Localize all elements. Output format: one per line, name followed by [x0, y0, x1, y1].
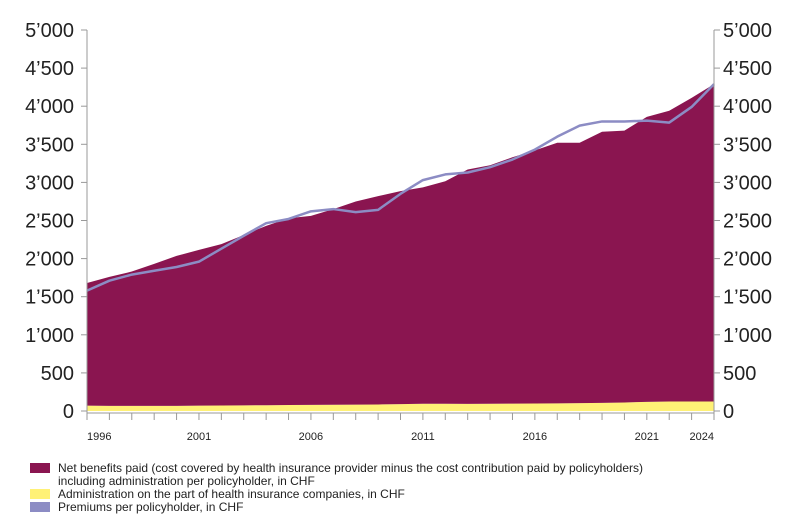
y-tick-label-left: 500 [41, 363, 74, 385]
y-tick-label-right: 0 [723, 401, 734, 423]
legend-label: Net benefits paid (cost covered by healt… [58, 461, 643, 488]
y-tick-label-right: 2’500 [723, 211, 772, 233]
y-tick-label-right: 4’500 [723, 58, 772, 80]
legend-item-premiums: Premiums per policyholder, in CHF [30, 501, 643, 514]
y-tick-label-right: 500 [723, 363, 756, 385]
legend-swatch [30, 489, 50, 499]
legend-label: Premiums per policyholder, in CHF [58, 500, 244, 514]
legend-item-administration: Administration on the part of health ins… [30, 488, 643, 501]
y-tick-label-left: 1’500 [25, 287, 74, 309]
x-tick-label: 2006 [299, 431, 323, 443]
y-tick-label-left: 3’500 [25, 134, 74, 156]
x-tick-label: 2001 [187, 431, 211, 443]
y-tick-label-right: 4’000 [723, 96, 772, 118]
x-tick-label: 1996 [87, 431, 111, 443]
y-tick-label-left: 5’000 [25, 20, 74, 42]
y-tick-label-left: 0 [63, 401, 74, 423]
legend-item-net-benefits: Net benefits paid (cost covered by healt… [30, 462, 643, 488]
x-tick-label: 2024 [690, 431, 714, 443]
y-tick-label-left: 3’000 [25, 172, 74, 194]
line-premiums [86, 83, 715, 292]
y-tick-label-left: 2’500 [25, 211, 74, 233]
legend-label: Administration on the part of health ins… [58, 487, 405, 501]
legend-swatch [30, 463, 50, 473]
y-tick-label-left: 4’500 [25, 58, 74, 80]
x-tick-label: 2011 [411, 431, 435, 443]
area-net-benefits [87, 84, 714, 406]
y-tick-label-right: 3’500 [723, 134, 772, 156]
legend: Net benefits paid (cost covered by healt… [30, 462, 643, 514]
y-tick-label-right: 1’500 [723, 287, 772, 309]
y-tick-label-right: 1’000 [723, 325, 772, 347]
x-tick-label: 2016 [523, 431, 547, 443]
y-tick-label-left: 4’000 [25, 96, 74, 118]
area-administration [87, 401, 714, 411]
y-tick-label-right: 5’000 [723, 20, 772, 42]
y-tick-label-left: 1’000 [25, 325, 74, 347]
y-tick-label-left: 2’000 [25, 249, 74, 271]
legend-swatch [30, 502, 50, 512]
y-tick-label-right: 2’000 [723, 249, 772, 271]
x-tick-label: 2021 [635, 431, 659, 443]
y-tick-label-right: 3’000 [723, 172, 772, 194]
